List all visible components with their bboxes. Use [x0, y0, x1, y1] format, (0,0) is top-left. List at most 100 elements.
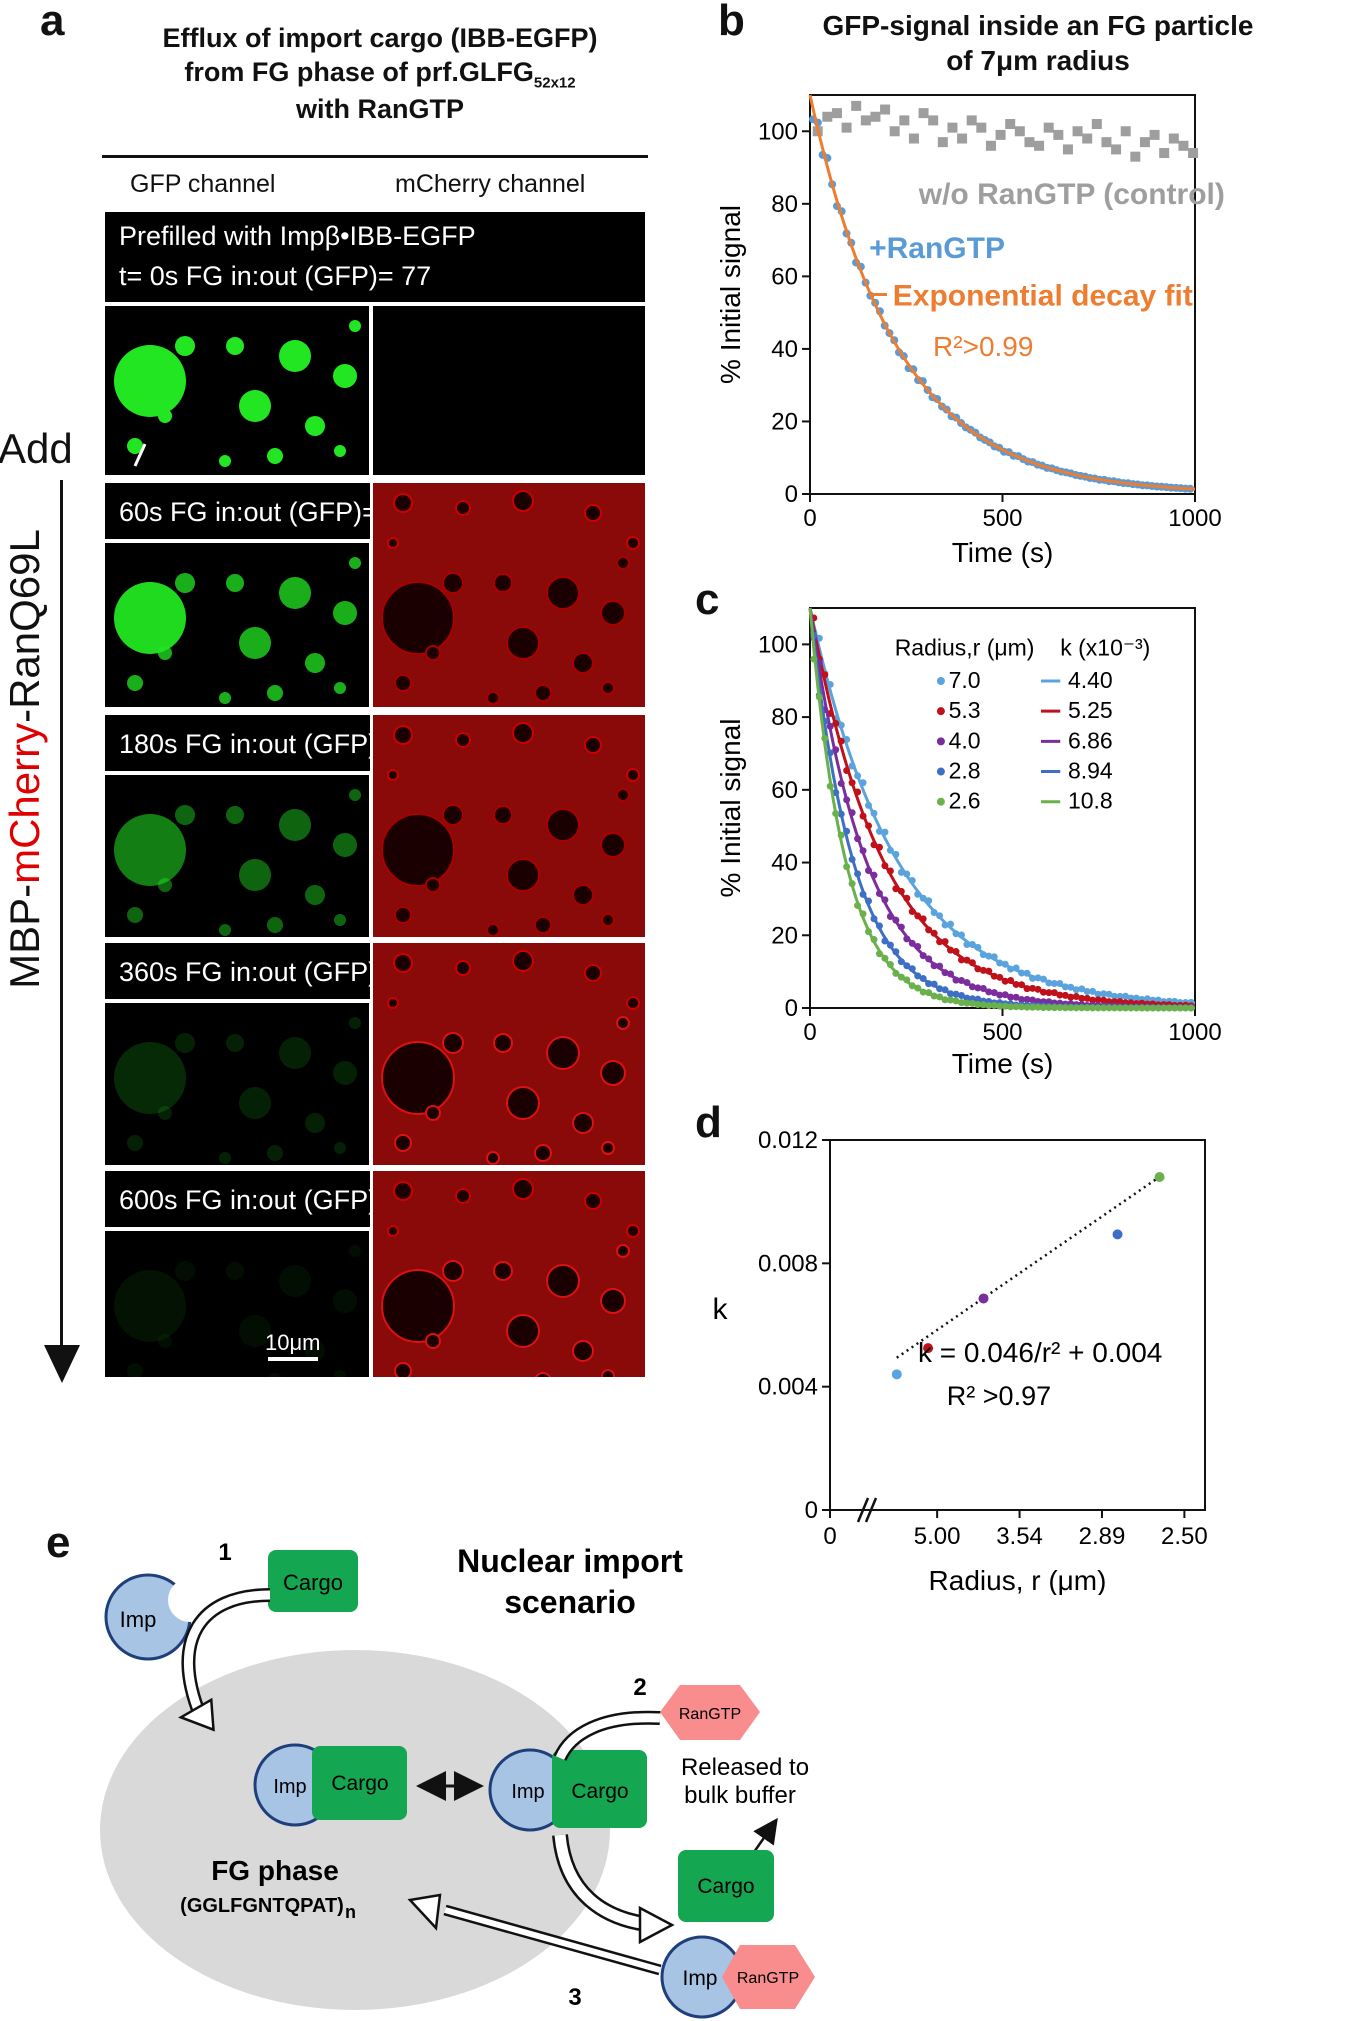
legend-radius-value: 7.0 [949, 667, 981, 693]
fg-droplet [334, 914, 346, 926]
data-point-r2.8 [859, 890, 867, 898]
control-data-point [908, 133, 919, 144]
gfp-image-0s [102, 303, 372, 478]
fg-droplet [158, 878, 172, 892]
data-point-r4.0 [1001, 991, 1009, 999]
imp-label-3: Imp [511, 1781, 544, 1803]
data-point-r5.3 [1034, 985, 1042, 993]
x-tick-label: 0 [803, 505, 816, 532]
data-point-r4.0 [908, 939, 916, 947]
data-point-r4.0 [1023, 995, 1031, 1003]
fg-droplet [506, 858, 540, 892]
fg-droplet [175, 336, 195, 356]
fg-droplet [493, 573, 513, 593]
time-arrow-head [44, 1345, 80, 1383]
data-point-r2.6 [886, 961, 894, 969]
data-point-r7.0 [1116, 992, 1124, 1000]
data-point-r5.3 [914, 912, 922, 920]
fg-droplet [512, 490, 534, 512]
fg-droplet [267, 1145, 283, 1161]
step-2-label: 2 [633, 1674, 646, 1701]
fg-droplet [512, 950, 534, 972]
legend-marker [936, 707, 945, 716]
data-point-r4.0 [930, 962, 938, 970]
scale-bar-label: 10μm [265, 1330, 321, 1355]
fg-droplet [219, 455, 231, 467]
data-point-r2.6 [1034, 1003, 1042, 1011]
control-data-point [1168, 133, 1179, 144]
data-point-r2.8 [908, 965, 916, 973]
data-point-r5.3 [908, 908, 916, 916]
fg-droplet [334, 445, 346, 457]
chart-b: 0 500 1000 0 20 40 60 80 100 Time (s) % Initial si… [715, 94, 1225, 568]
data-point-r2.8 [919, 975, 927, 983]
y-tick-label: 0 [785, 995, 798, 1022]
prefill-banner: Prefilled with Impβ•IBB-EGFP t= 0s FG in… [102, 209, 648, 305]
data-point-r4.0 [985, 988, 993, 996]
fg-droplet [425, 645, 441, 661]
data-point-r2.6 [990, 1001, 998, 1009]
fg-droplet [239, 1087, 271, 1119]
x-tick-label: 3.54 [996, 1523, 1043, 1550]
fg-droplet [486, 923, 500, 937]
panel-label-e: e [46, 1518, 71, 1567]
data-point-r2.6 [1154, 1004, 1162, 1012]
fg-droplet [333, 1289, 357, 1313]
y-axis-label: k [713, 1293, 729, 1326]
nuclear-import-diagram: Nuclear import scenario Imp 1 Cargo Imp … [100, 1539, 815, 2019]
fg-droplet [381, 581, 455, 655]
x-tick-label: 1000 [1168, 505, 1221, 532]
fg-droplet [442, 572, 464, 594]
data-point-r7.0 [897, 868, 905, 876]
control-data-point [889, 126, 900, 137]
released-label-1: Released to [681, 1754, 809, 1781]
data-point-r5.3 [843, 766, 851, 774]
data-point-r7.0 [1034, 974, 1042, 982]
data-point-r2.6 [848, 880, 856, 888]
control-data-point [1034, 140, 1045, 151]
fg-droplet [219, 692, 231, 704]
data-point-r5.3 [1072, 993, 1080, 1001]
fit-r2: R² >0.97 [947, 1381, 1051, 1411]
data-point-r5.3 [1023, 985, 1031, 993]
panel-e-title-1: Nuclear import [457, 1543, 683, 1579]
data-point-r5.3 [919, 915, 927, 923]
control-data-point [822, 111, 833, 122]
panel-label-b: b [718, 0, 745, 45]
data-point-r7.0 [1067, 983, 1075, 991]
y-axis-label: % Initial signal [715, 205, 746, 384]
fg-droplet [267, 917, 283, 933]
data-point-r2.6 [1100, 1004, 1108, 1012]
fg-droplet [584, 736, 602, 754]
data-point-r4.0 [1007, 993, 1015, 1001]
y-axis-label: % Initial signal [715, 719, 746, 898]
time-arrow-shaft [60, 480, 63, 1360]
fg-droplet [442, 1032, 464, 1054]
data-point-r4.0 [1029, 996, 1037, 1004]
data-point-r5.3 [1001, 977, 1009, 985]
fit-equation: k = 0.046/r² + 0.004 [918, 1337, 1162, 1368]
legend-ran: +RanGTP [869, 232, 1005, 265]
data-point-r2.6 [1154, 1172, 1165, 1182]
data-point-r2.8 [886, 941, 894, 949]
legend-k-value: 8.94 [1068, 758, 1113, 784]
fg-droplet [442, 804, 464, 826]
fg-droplet [572, 884, 594, 906]
data-point-r5.3 [957, 956, 965, 964]
fg-droplet [239, 859, 271, 891]
data-point-r2.8 [903, 962, 911, 970]
data-point-r2.6 [1127, 1004, 1135, 1012]
legend-title-radius: Radius,r (μm) [895, 634, 1035, 660]
data-point-r5.3 [1094, 996, 1102, 1004]
fg-droplet [626, 1224, 640, 1238]
fg-phase-label: FG phase [211, 1855, 339, 1886]
control-data-point [957, 133, 968, 144]
data-point-r2.6 [837, 831, 845, 839]
fg-droplet [584, 964, 602, 982]
data-point-r7 [891, 1369, 902, 1380]
data-point-r4.0 [903, 935, 911, 943]
control-data-point [995, 129, 1006, 140]
fg-droplet [512, 722, 534, 744]
fg-droplet [616, 788, 630, 802]
data-point-r4.0 [947, 970, 955, 978]
